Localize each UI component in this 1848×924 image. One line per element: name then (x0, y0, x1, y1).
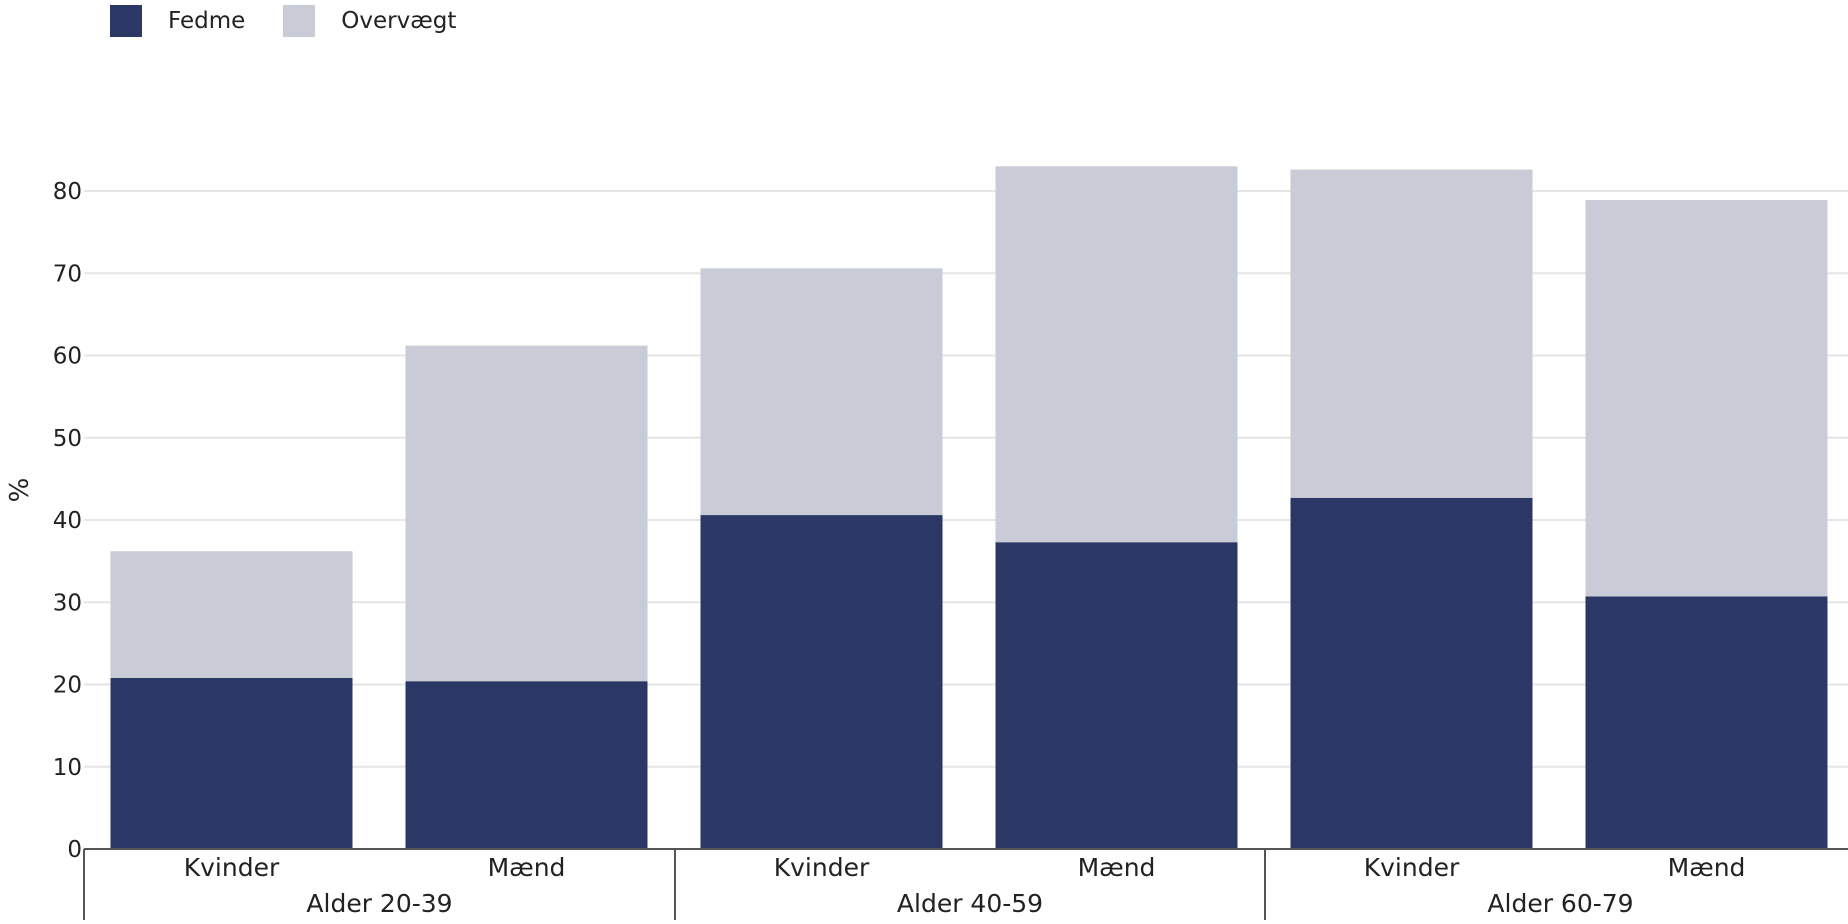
legend-swatch (110, 5, 142, 37)
y-tick-label: 50 (53, 426, 82, 452)
legend-item: Fedme (110, 5, 245, 37)
x-category-label: Kvinder (774, 853, 870, 882)
legend-label: Overvægt (341, 8, 457, 34)
x-category-label: Kvinder (184, 853, 280, 882)
legend-swatch (283, 5, 316, 37)
x-category-label: Mænd (1078, 853, 1156, 882)
y-tick-label: 20 (53, 673, 82, 699)
y-tick-label: 80 (53, 179, 82, 205)
y-tick-label: 40 (53, 508, 82, 534)
bar-segment-overvægt (1585, 200, 1828, 597)
bar-segment-fedme (110, 677, 353, 849)
bar-segment-overvægt (110, 551, 353, 678)
y-tick-label: 0 (67, 837, 82, 863)
bar-segment-fedme (1290, 497, 1533, 849)
legend: Fedme Overvægt (110, 5, 494, 37)
x-category-label: Mænd (488, 853, 566, 882)
y-axis-title: % (5, 478, 35, 503)
x-category-label: Mænd (1668, 853, 1746, 882)
y-tick-label: 10 (53, 755, 82, 781)
bar-segment-overvægt (995, 166, 1238, 543)
bar-segment-overvægt (1290, 169, 1533, 498)
x-group-label: Alder 20-39 (306, 889, 452, 918)
bar-segment-fedme (995, 542, 1238, 849)
y-tick-label: 30 (53, 590, 82, 616)
bar-segment-overvægt (405, 345, 648, 682)
x-group-label: Alder 60-79 (1487, 889, 1633, 918)
y-tick-label: 60 (53, 344, 82, 370)
y-tick-label: 70 (53, 261, 82, 287)
x-category-label: Kvinder (1364, 853, 1460, 882)
legend-item: Overvægt (283, 5, 456, 37)
legend-label: Fedme (168, 8, 246, 34)
bar-segment-fedme (1585, 596, 1828, 849)
bar-segment-fedme (405, 681, 648, 849)
bar-segment-overvægt (700, 268, 943, 516)
bar-segment-fedme (700, 515, 943, 849)
x-group-label: Alder 40-59 (897, 889, 1043, 918)
